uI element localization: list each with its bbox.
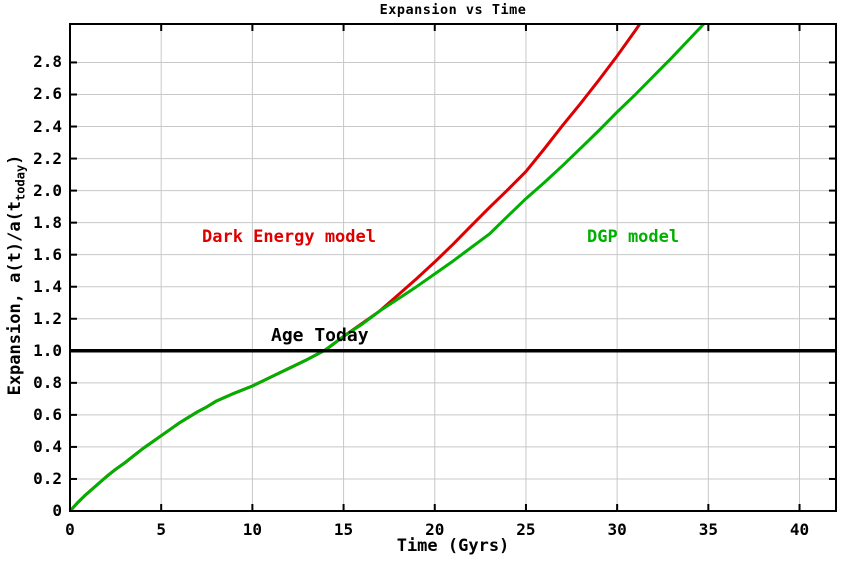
x-tick-label: 30 [607, 520, 627, 539]
x-tick-label: 15 [333, 520, 354, 539]
x-tick-label: 10 [242, 520, 262, 539]
y-tick-label: 2.8 [33, 52, 62, 72]
chart-title: Expansion vs Time [379, 2, 527, 18]
y-tick-label: 0 [52, 501, 62, 520]
y-tick-label: 1.4 [33, 276, 62, 296]
y-tick-label: 2.4 [33, 116, 62, 136]
y-tick-label: 0.4 [33, 436, 62, 456]
x-axis-label: Time (Gyrs) [396, 536, 510, 556]
dark-energy-curve [70, 24, 642, 511]
x-tick-label: 35 [698, 520, 718, 539]
x-tick-label: 5 [156, 520, 166, 539]
y-tick-label: 2.0 [33, 180, 62, 200]
dgp-series-label: DGP model [587, 227, 680, 247]
y-tick-label: 1.8 [33, 212, 62, 232]
x-tick-label: 40 [789, 520, 810, 539]
x-tick-label: 20 [425, 520, 445, 539]
y-tick-label: 1.0 [33, 340, 62, 360]
age-today-annotation: Age Today [271, 325, 369, 346]
y-tick-label: 2.6 [33, 84, 62, 104]
y-tick-label: 0.6 [33, 404, 62, 424]
y-tick-label: 0.8 [33, 372, 62, 392]
x-tick-label: 0 [65, 520, 75, 539]
plot-border [69, 23, 837, 512]
dark-energy-series-label: Dark Energy model [202, 227, 376, 247]
dgp-curve [70, 24, 706, 511]
y-tick-label: 0.2 [33, 468, 62, 488]
y-tick-label: 1.6 [33, 244, 62, 264]
x-tick-label: 25 [516, 520, 536, 539]
y-tick-label: 1.2 [33, 308, 62, 328]
y-tick-label: 2.2 [33, 148, 62, 168]
